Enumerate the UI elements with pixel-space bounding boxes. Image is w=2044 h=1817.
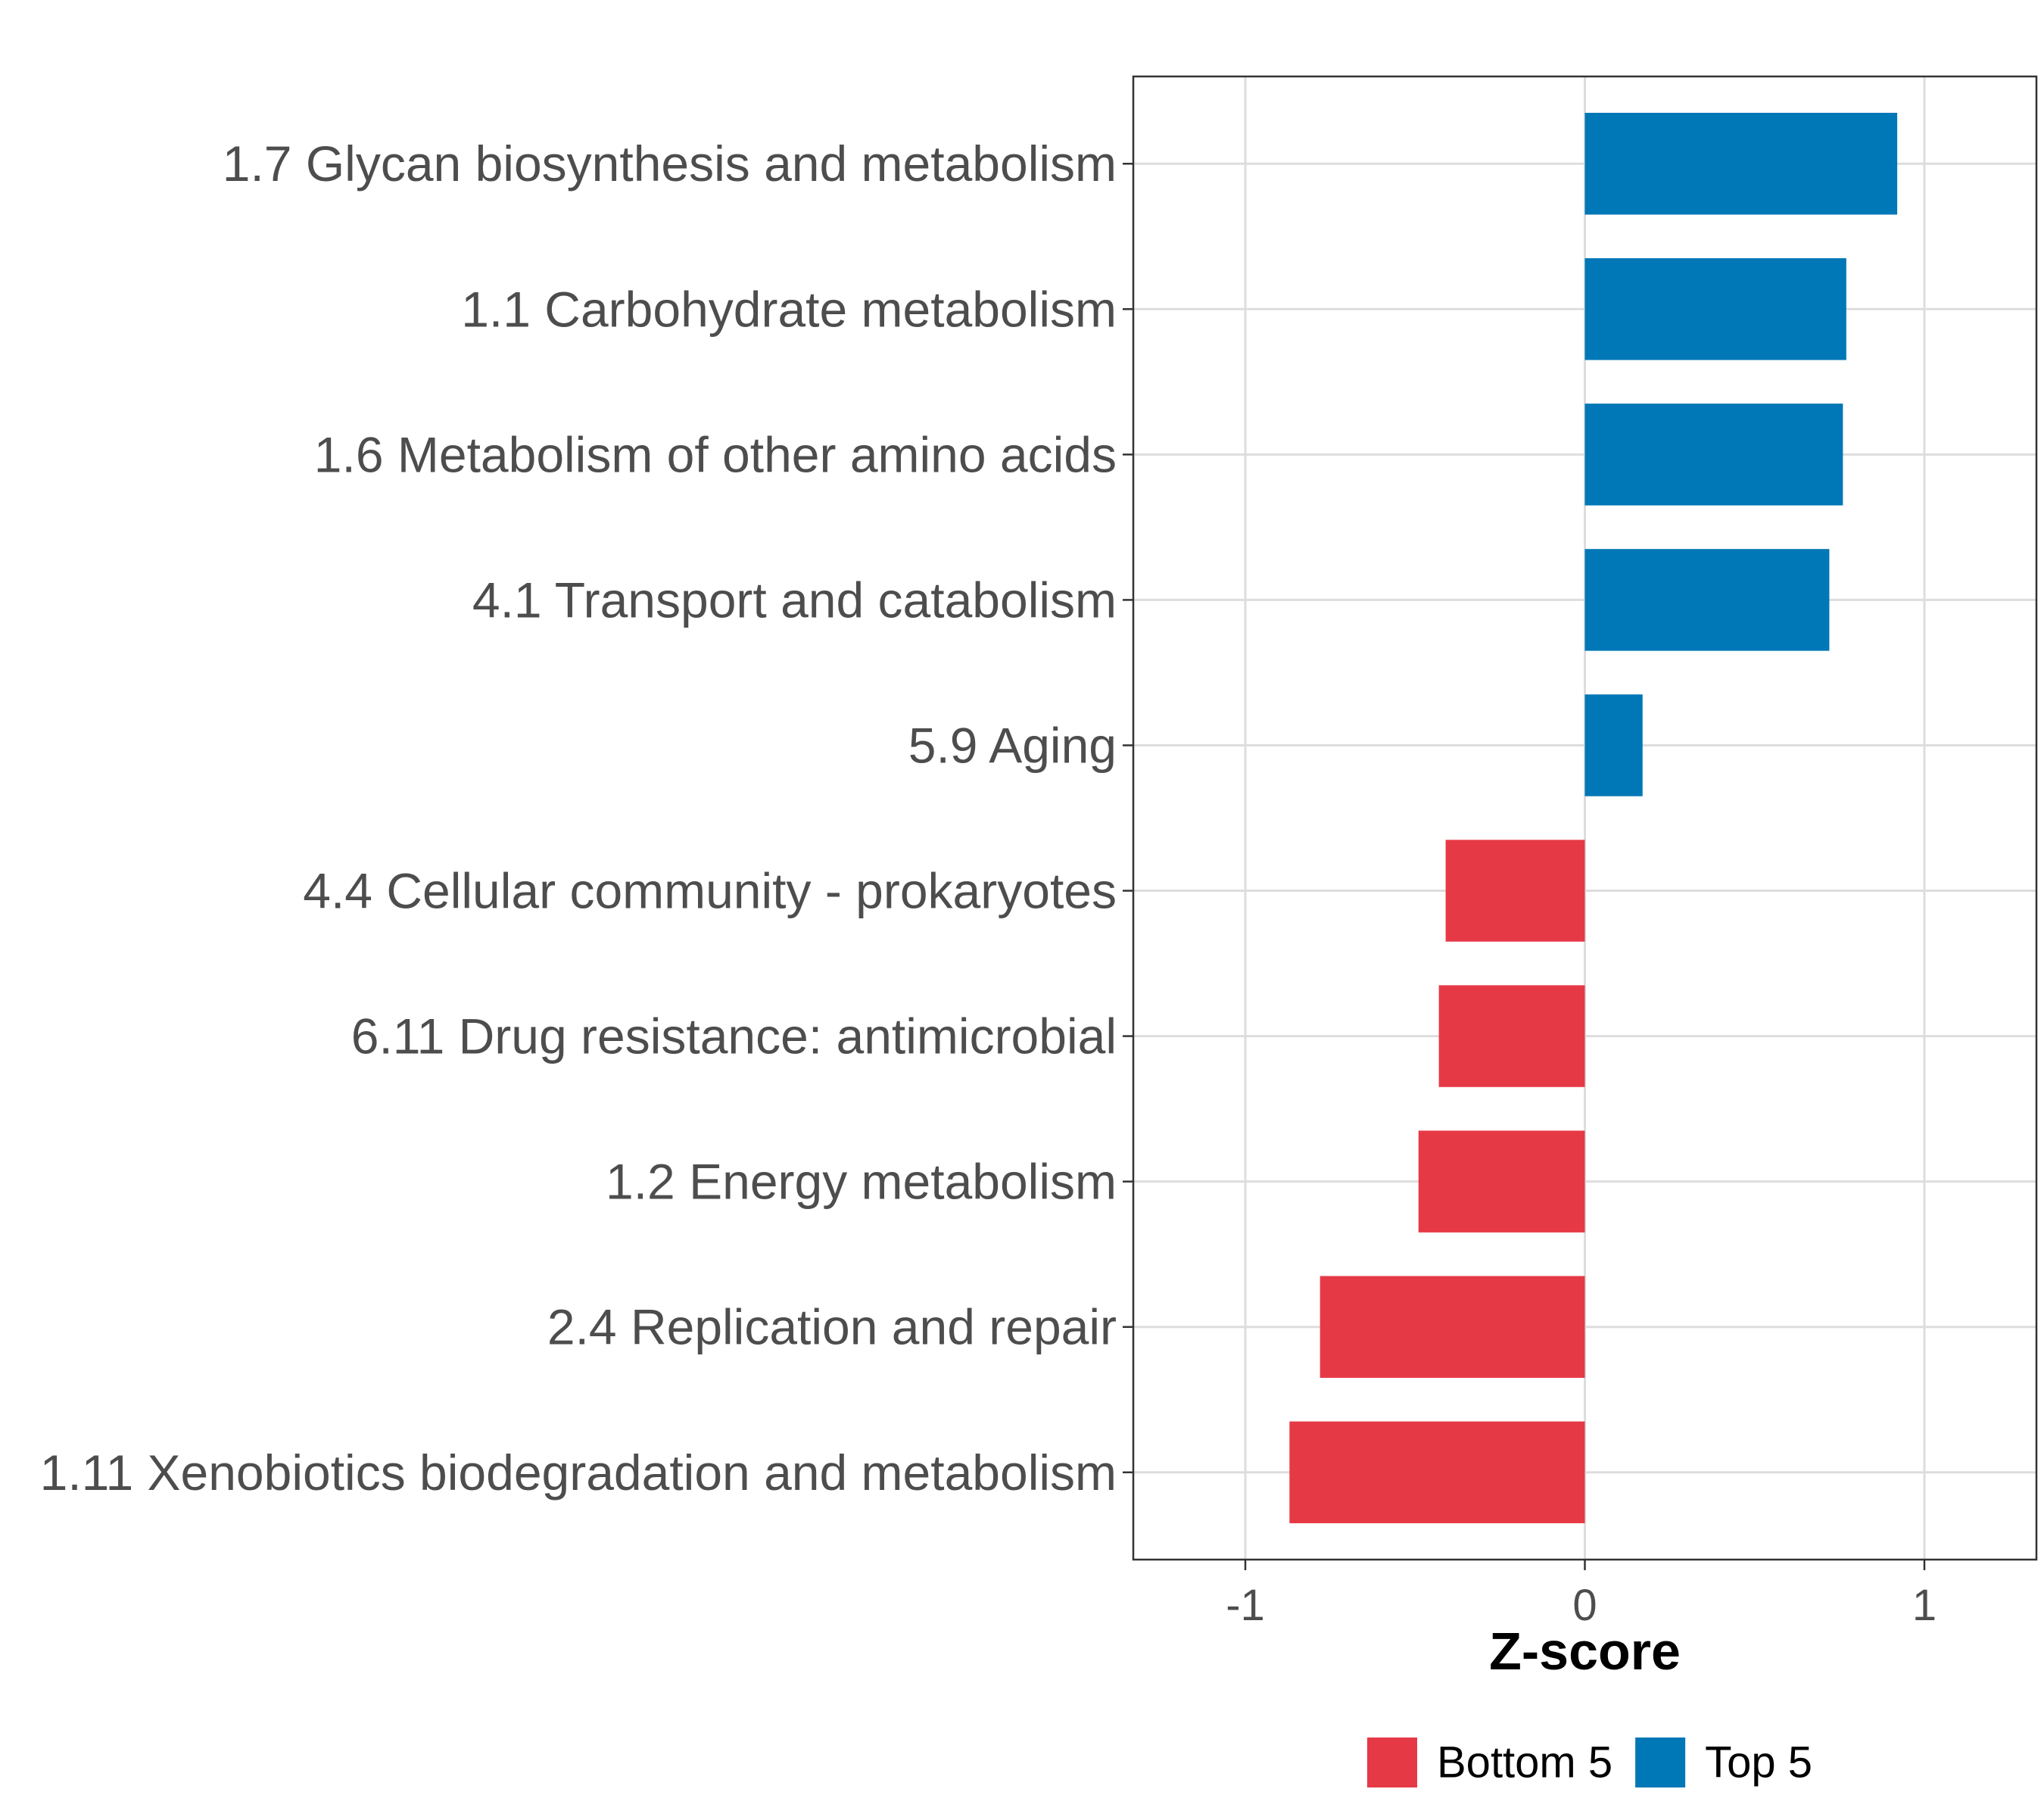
bar-7 (1438, 985, 1585, 1087)
bar-4 (1584, 549, 1830, 651)
bar-10 (1289, 1421, 1585, 1523)
x-tick-label: 0 (1572, 1581, 1597, 1630)
bar-6 (1445, 840, 1585, 942)
legend-label-0: Bottom 5 (1437, 1738, 1612, 1787)
category-label: 4.1 Transport and catabolism (472, 572, 1117, 628)
category-label: 1.7 Glycan biosynthesis and metabolism (223, 136, 1117, 192)
x-axis: -1 0 1 (1226, 1560, 1937, 1630)
x-tick-label: 1 (1912, 1581, 1937, 1630)
bar-8 (1418, 1130, 1585, 1233)
bar-2 (1584, 258, 1846, 360)
bars (1289, 113, 1898, 1523)
category-label: 4.4 Cellular community - prokaryotes (303, 863, 1117, 919)
category-label: 6.11 Drug resistance: antimicrobial (351, 1008, 1117, 1064)
bar-3 (1584, 404, 1843, 506)
bar-1 (1584, 113, 1898, 215)
legend: Bottom 5 Top 5 (1367, 1738, 1812, 1787)
legend-swatch-1 (1635, 1738, 1686, 1787)
category-label: 1.6 Metabolism of other amino acids (314, 426, 1117, 482)
legend-label-1: Top 5 (1705, 1738, 1812, 1787)
legend-swatch-0 (1367, 1738, 1417, 1787)
x-axis-title: Z-score (1489, 1622, 1681, 1681)
category-label: 1.11 Xenobiotics biodegradation and meta… (40, 1445, 1117, 1501)
y-axis: 1.7 Glycan biosynthesis and metabolism 1.… (40, 136, 1133, 1501)
category-label: 5.9 Aging (908, 717, 1117, 773)
bar-5 (1584, 694, 1643, 796)
x-tick-label: -1 (1226, 1581, 1265, 1630)
bar-9 (1320, 1276, 1585, 1378)
category-label: 1.1 Carbohydrate metabolism (461, 281, 1117, 337)
category-label: 1.2 Energy metabolism (606, 1154, 1117, 1210)
category-label: 2.4 Replication and repair (547, 1299, 1117, 1355)
